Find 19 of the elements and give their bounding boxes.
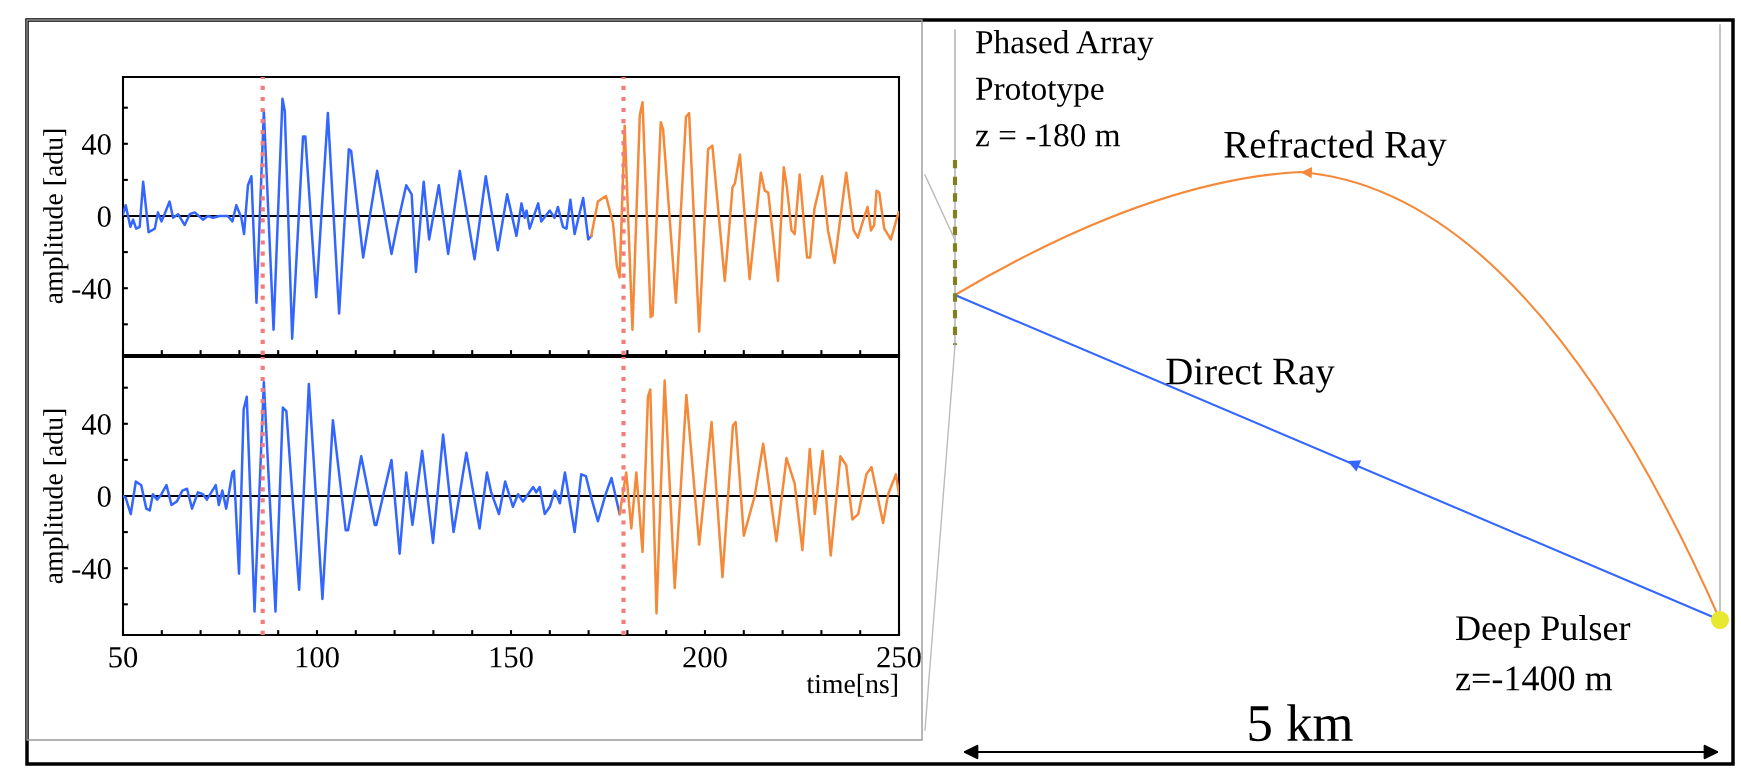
text: Refracted Ray	[1224, 130, 1447, 166]
x-tick-label: 100	[296, 646, 339, 668]
x-tick-label: 50	[109, 646, 138, 668]
y-tick-label: -40	[72, 278, 111, 300]
x-tick-label: 200	[683, 646, 727, 668]
text: Direct Ray	[1166, 358, 1335, 393]
y-tick-label: -40	[72, 558, 111, 580]
x-axis-title: time[ns]	[806, 673, 897, 697]
text: 5 km	[1249, 704, 1353, 742]
y-tick-label: 0	[97, 486, 111, 507]
text: Deep Pulser z=-1400 m	[1455, 615, 1631, 691]
y-axis-title: amplitude [adu]	[43, 129, 69, 304]
y-axis-title: amplitude [adu]	[43, 409, 69, 584]
text: Phased Array Prototype z = -180 m	[975, 30, 1154, 147]
x-tick-label: 250	[877, 646, 921, 668]
y-tick-label: 40	[81, 134, 111, 155]
x-tick-label: 150	[490, 646, 533, 668]
y-tick-label: 40	[81, 414, 111, 435]
y-tick-label: 0	[97, 206, 111, 227]
